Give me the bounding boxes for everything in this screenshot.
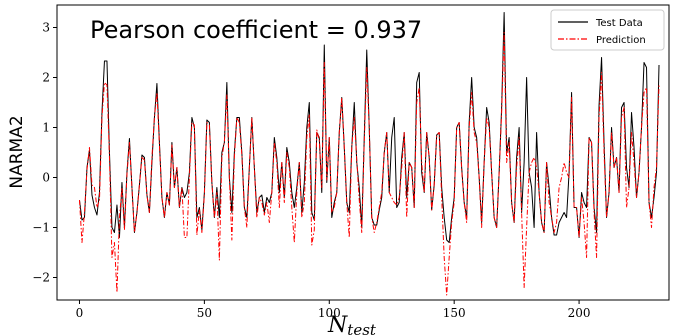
y-tick-label: 2: [42, 71, 50, 85]
legend-prediction-label: Prediction: [596, 35, 646, 46]
legend-test-data-label: Test Data: [595, 18, 643, 29]
x-tick-label: 100: [318, 306, 341, 320]
y-tick-label: −2: [32, 271, 50, 285]
legend: Test Data Prediction: [550, 9, 665, 51]
plot-area-frame: [56, 4, 670, 301]
x-tick-label: 0: [76, 306, 84, 320]
y-tick-label: 1: [42, 121, 50, 135]
x-axis-label-main: N: [327, 313, 348, 335]
pearson-annotation: Pearson coefficient = 0.937: [90, 16, 422, 44]
x-tick-label: 50: [197, 306, 212, 320]
legend-box: [550, 9, 665, 51]
y-axis-label: NARMA2: [7, 115, 27, 188]
y-tick-label: 3: [42, 21, 50, 35]
series-layer: [78, 12, 660, 296]
x-axis-label-sub: test: [347, 321, 377, 335]
y-axis: −2 −1 0 1 2 3: [32, 21, 57, 285]
x-axis-label: Ntest: [327, 313, 377, 335]
y-tick-label: −1: [32, 221, 50, 235]
x-tick-label: 200: [568, 306, 591, 320]
y-tick-label: 0: [42, 171, 50, 185]
series-line-prediction: [78, 32, 660, 296]
x-tick-label: 150: [443, 306, 466, 320]
x-axis: 0 50 100 150 200: [76, 300, 591, 320]
